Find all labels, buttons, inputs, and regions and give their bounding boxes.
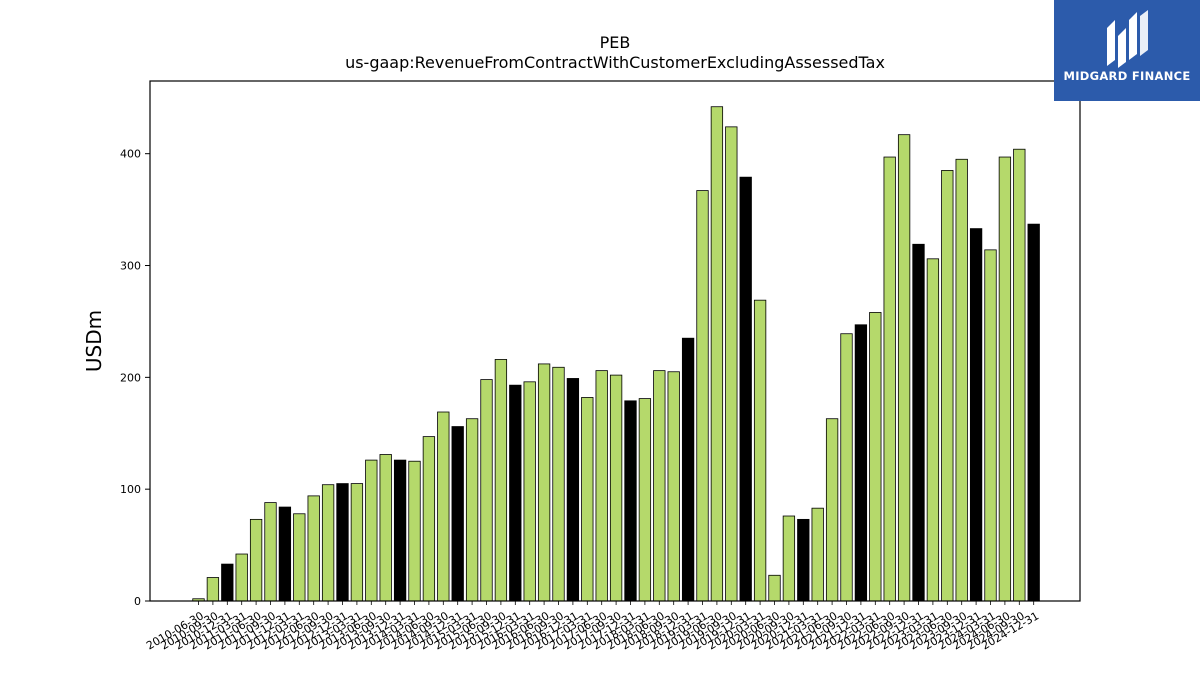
bar-2017-06-30 (595, 370, 608, 602)
bar-2014-12-31 (451, 426, 464, 602)
bar-2023-12-31 (969, 228, 983, 602)
bar-2024-12-31 (1027, 223, 1040, 602)
bar-2017-09-30 (609, 374, 623, 602)
bar-2016-06-30 (537, 363, 551, 602)
bar-2015-03-31 (465, 418, 479, 602)
bar-2023-03-31 (926, 258, 940, 602)
y-tick-label: 0 (134, 595, 141, 608)
y-tick-label: 100 (120, 483, 141, 496)
bar-2012-06-30 (307, 495, 320, 602)
bar-2022-03-31 (869, 312, 882, 602)
bar-2015-12-31 (509, 384, 522, 602)
bar-2011-03-31 (235, 553, 248, 602)
bar-2020-09-30 (782, 515, 796, 602)
bar-2017-03-31 (581, 397, 594, 602)
bar-2014-09-30 (437, 411, 450, 602)
bar-2015-09-30 (494, 359, 508, 602)
y-tick-label: 300 (120, 260, 141, 273)
chart-subtitle: us-gaap:RevenueFromContractWithCustomerE… (345, 53, 885, 72)
bar-2022-12-31 (912, 243, 925, 602)
bar-2010-12-31 (221, 563, 234, 602)
y-axis-ticks: 0 100 200 300 400 (120, 148, 150, 608)
bars-group (192, 106, 1040, 602)
bar-2011-06-30 (249, 518, 263, 602)
midgard-logo-icon (1107, 10, 1148, 68)
bar-2012-03-31 (293, 513, 306, 602)
bar-2021-12-31 (854, 324, 868, 602)
bar-2013-03-31 (350, 483, 364, 602)
bar-2013-09-30 (379, 454, 392, 602)
bar-2019-12-31 (739, 176, 752, 602)
bar-2022-09-30 (897, 134, 911, 602)
chart-title: PEB (599, 33, 631, 52)
y-axis-label: USDm (82, 310, 106, 372)
bar-2016-03-31 (523, 381, 536, 602)
bar-2014-06-30 (422, 436, 436, 602)
bar-2024-03-31 (984, 249, 997, 602)
bar-2020-06-30 (768, 574, 781, 602)
logo-text: MIDGARD FINANCE (1063, 69, 1191, 83)
bar-2024-09-30 (1013, 148, 1026, 602)
bar-2020-12-31 (797, 518, 810, 602)
bar-2021-03-31 (811, 507, 824, 602)
bar-2014-03-31 (408, 460, 421, 602)
bar-2011-09-30 (264, 502, 277, 602)
bar-2018-06-30 (653, 370, 666, 602)
x-axis-ticks: 2010-06-302010-09-302010-12-312011-03-31… (144, 601, 1041, 652)
bar-2013-12-31 (393, 459, 407, 602)
bar-2019-03-31 (696, 190, 709, 602)
y-tick-label: 200 (120, 371, 141, 384)
bar-2013-06-30 (365, 459, 378, 602)
brand-logo: MIDGARD FINANCE (1054, 0, 1200, 101)
bar-2016-12-31 (566, 378, 580, 602)
y-tick-label: 400 (120, 148, 141, 161)
bar-2023-06-30 (941, 170, 954, 602)
bar-2021-09-30 (840, 333, 853, 602)
bar-2016-09-30 (552, 366, 565, 602)
bar-2021-06-30 (825, 418, 839, 602)
bar-2018-03-31 (638, 398, 652, 602)
bar-2024-06-30 (998, 156, 1012, 602)
bar-2018-12-31 (681, 337, 695, 602)
bar-2015-06-30 (480, 379, 493, 602)
bar-2022-06-30 (883, 156, 896, 602)
bar-2011-12-31 (278, 506, 292, 602)
bar-2019-06-30 (710, 106, 724, 602)
bar-2010-09-30 (206, 577, 220, 602)
bar-2017-12-31 (624, 400, 637, 602)
plot-frame (149, 80, 1081, 602)
bar-2018-09-30 (667, 371, 680, 602)
bar-2019-09-30 (725, 126, 738, 602)
bar-2023-09-30 (955, 158, 968, 602)
bar-2012-09-30 (321, 484, 335, 602)
bar-2020-03-31 (753, 299, 767, 602)
bar-2012-12-31 (336, 483, 349, 602)
